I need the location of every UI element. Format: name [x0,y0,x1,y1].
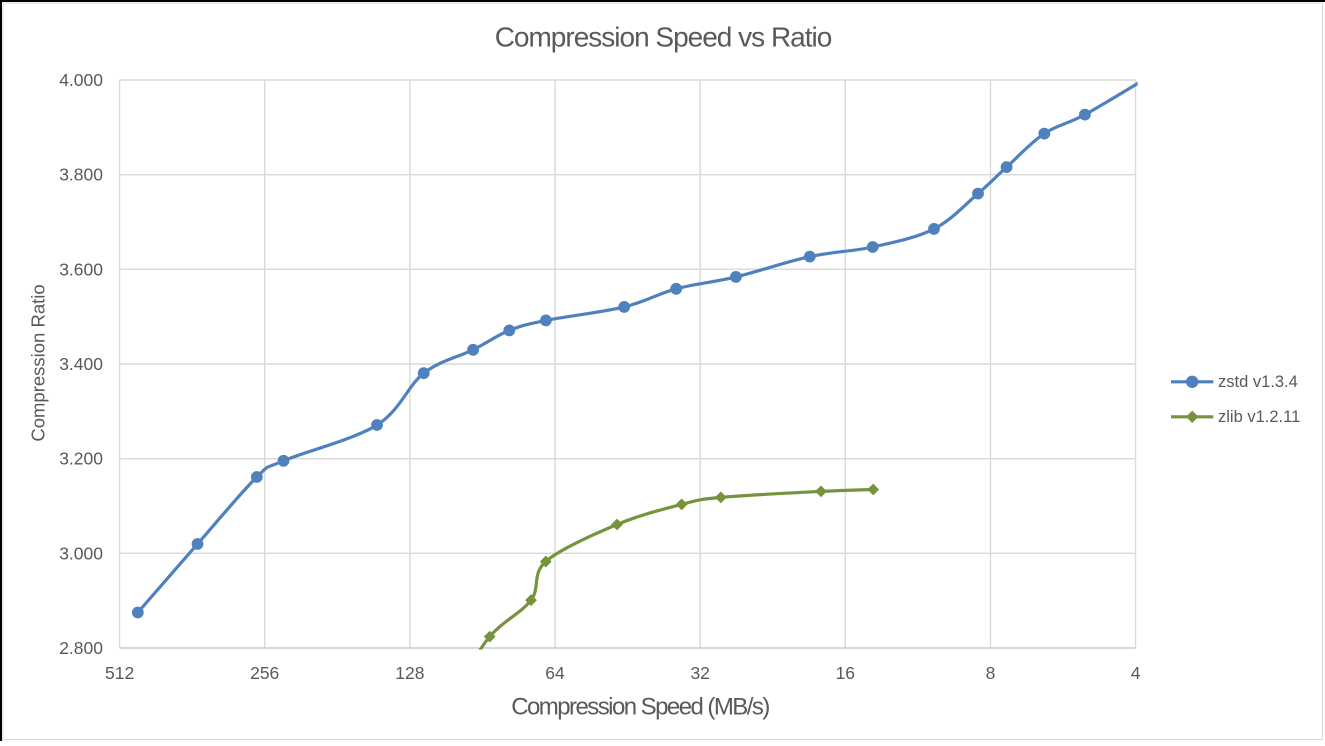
svg-text:4.000: 4.000 [59,70,103,90]
svg-text:32: 32 [690,663,709,683]
svg-text:3.000: 3.000 [59,543,103,563]
svg-text:16: 16 [836,663,855,683]
svg-text:8: 8 [986,663,996,683]
svg-text:Compression Speed (MB/s): Compression Speed (MB/s) [511,694,769,721]
svg-text:64: 64 [545,663,565,683]
svg-text:2.800: 2.800 [59,638,103,658]
svg-text:128: 128 [395,663,424,683]
svg-text:4: 4 [1131,663,1141,683]
svg-text:256: 256 [250,663,279,683]
svg-text:zstd v1.3.4: zstd v1.3.4 [1218,373,1298,391]
svg-text:3.400: 3.400 [59,354,103,374]
svg-text:3.200: 3.200 [59,449,103,469]
svg-text:3.600: 3.600 [59,259,103,279]
svg-text:zlib v1.2.11: zlib v1.2.11 [1218,408,1300,426]
svg-text:512: 512 [105,663,134,683]
svg-text:Compression Ratio: Compression Ratio [28,284,49,441]
svg-text:3.800: 3.800 [59,165,103,185]
svg-text:Compression Speed vs Ratio: Compression Speed vs Ratio [495,22,832,53]
